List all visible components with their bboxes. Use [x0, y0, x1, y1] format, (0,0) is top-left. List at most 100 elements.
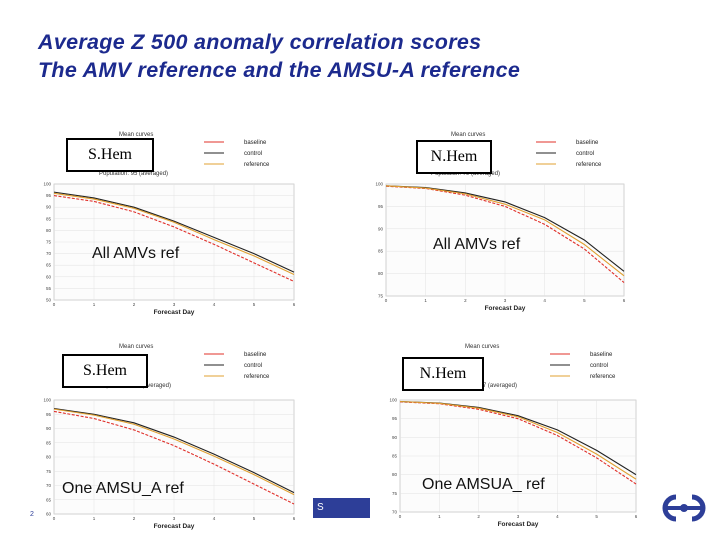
legend-label-reference: reference	[576, 162, 602, 168]
series-line-baseline	[53, 195, 295, 282]
slide-title: Average Z 500 anomaly correlation scores…	[38, 28, 698, 84]
y-tick-label: 90	[46, 426, 52, 431]
x-tick-label: 1	[93, 302, 96, 307]
y-tick-label: 95	[378, 204, 384, 209]
chart-annotation: All AMVs ref	[433, 236, 521, 253]
chart-panel-top-right: Mean curves Population: 79 (averaged) base…	[358, 128, 658, 318]
y-tick-label: 60	[46, 274, 52, 279]
y-tick-label: 80	[46, 228, 52, 233]
title-line-1: Average Z 500 anomaly correlation scores	[38, 30, 482, 54]
chart-annotation: All AMVs ref	[92, 245, 180, 262]
x-tick-label: 5	[253, 302, 256, 307]
legend-label-control: control	[244, 151, 262, 157]
chart-annotation: One AMSUA_ ref	[422, 476, 545, 493]
x-tick-label: 4	[213, 302, 216, 307]
y-tick-label: 100	[43, 398, 51, 403]
y-tick-label: 55	[46, 286, 52, 291]
y-tick-label: 85	[392, 454, 398, 459]
y-tick-label: 90	[392, 435, 398, 440]
legend-label-baseline: baseline	[590, 352, 613, 358]
y-tick-label: 100	[375, 182, 383, 187]
footer-section-label: S	[313, 498, 370, 518]
y-tick-label: 70	[392, 510, 398, 515]
chart-svg-top-right: Mean curves Population: 79 (averaged) base…	[375, 132, 626, 312]
x-tick-label: 0	[53, 302, 56, 307]
x-tick-label: 0	[385, 298, 388, 303]
x-tick-label: 0	[53, 516, 56, 521]
y-tick-label: 80	[392, 472, 398, 477]
x-tick-label: 0	[399, 514, 402, 519]
series-line-control	[53, 408, 295, 494]
y-tick-label: 80	[378, 271, 384, 276]
chart-title: Mean curves	[465, 344, 499, 350]
x-tick-label: 1	[424, 298, 427, 303]
x-axis-label: Forecast Day	[498, 521, 539, 528]
x-tick-label: 5	[583, 298, 586, 303]
x-tick-label: 3	[517, 514, 520, 519]
chart-title: Mean curves	[451, 132, 485, 138]
x-tick-label: 1	[93, 516, 96, 521]
y-tick-label: 95	[46, 412, 52, 417]
legend-label-baseline: baseline	[576, 140, 599, 146]
series-line-reference	[53, 192, 295, 275]
series-line-reference	[399, 400, 637, 480]
chart-title: Mean curves	[119, 132, 153, 138]
y-tick-label: 90	[46, 205, 52, 210]
y-tick-label: 100	[43, 182, 51, 187]
x-axis-label: Forecast Day	[485, 305, 526, 312]
x-tick-label: 2	[133, 302, 136, 307]
legend-label-reference: reference	[244, 374, 270, 380]
x-tick-label: 6	[293, 302, 296, 307]
legend-label-baseline: baseline	[244, 140, 267, 146]
y-tick-label: 65	[46, 497, 52, 502]
y-tick-label: 85	[46, 440, 52, 445]
y-tick-label: 85	[46, 216, 52, 221]
chart-annotation: One AMSU_A ref	[62, 480, 184, 497]
y-tick-label: 95	[46, 193, 52, 198]
x-tick-label: 4	[213, 516, 216, 521]
y-tick-label: 70	[46, 483, 52, 488]
page-number: 2	[30, 511, 34, 518]
x-tick-label: 6	[623, 298, 626, 303]
x-tick-label: 5	[253, 516, 256, 521]
legend-label-reference: reference	[590, 374, 616, 380]
x-tick-label: 3	[504, 298, 507, 303]
legend-label-control: control	[576, 151, 594, 157]
hemisphere-label: S.Hem	[62, 354, 148, 388]
y-tick-label: 90	[378, 226, 384, 231]
x-axis-label: Forecast Day	[154, 523, 195, 530]
y-tick-label: 85	[378, 249, 384, 254]
x-axis-label: Forecast Day	[154, 309, 195, 316]
y-tick-label: 75	[46, 240, 52, 245]
y-tick-label: 95	[392, 416, 398, 421]
title-line-2: The AMV reference and the AMSU-A referen…	[38, 58, 521, 82]
population-text: Population: 79 (averaged)	[431, 171, 500, 177]
x-tick-label: 2	[477, 514, 480, 519]
hemisphere-label: N.Hem	[416, 140, 492, 174]
legend-label-baseline: baseline	[244, 352, 267, 358]
y-tick-label: 80	[46, 455, 52, 460]
y-tick-label: 75	[378, 294, 384, 299]
ecmwf-logo	[662, 493, 706, 528]
x-tick-label: 4	[543, 298, 546, 303]
y-tick-label: 50	[46, 298, 52, 303]
x-tick-label: 6	[293, 516, 296, 521]
x-tick-label: 2	[133, 516, 136, 521]
hemisphere-label: N.Hem	[402, 357, 484, 391]
series-line-baseline	[53, 410, 295, 505]
y-tick-label: 75	[46, 469, 52, 474]
chart-panel-top-left: Mean curves Population: 95 (averaged) base…	[32, 128, 332, 318]
legend-label-control: control	[244, 363, 262, 369]
x-tick-label: 1	[438, 514, 441, 519]
legend-label-control: control	[590, 363, 608, 369]
population-text: Population: 95 (averaged)	[99, 171, 168, 177]
chart-svg-top-left: Mean curves Population: 95 (averaged) base…	[43, 132, 296, 316]
x-tick-label: 6	[635, 514, 638, 519]
series-line-baseline	[399, 401, 637, 485]
series-line-control	[53, 191, 295, 273]
legend-label-reference: reference	[244, 162, 270, 168]
